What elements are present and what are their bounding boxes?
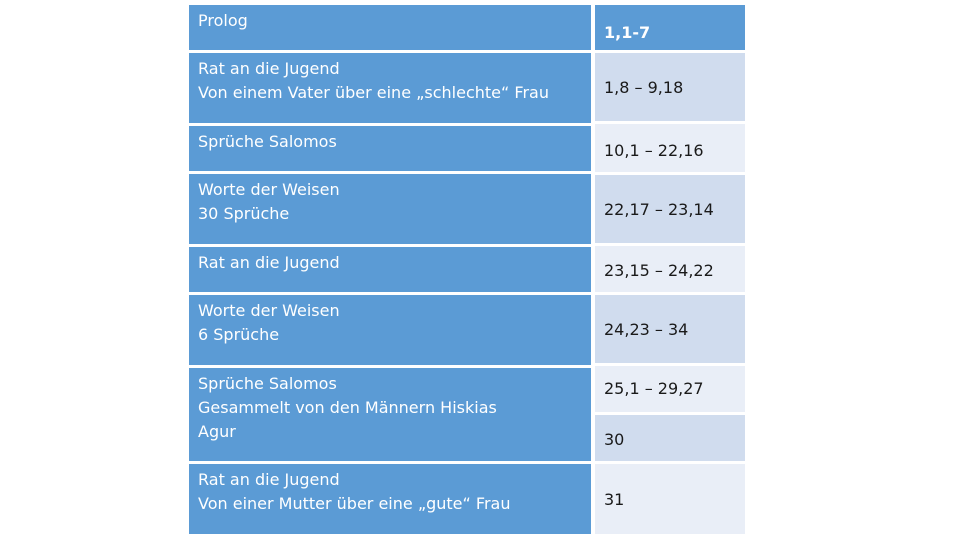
section-cell-rat-mutter: Rat an die Jugend Von einer Mutter über … bbox=[189, 464, 591, 534]
reference-text: 1,8 – 9,18 bbox=[604, 77, 684, 97]
section-label: Sprüche Salomos bbox=[198, 374, 337, 393]
section-label-agur: Agur bbox=[198, 422, 236, 441]
section-sublabel: 30 Sprüche bbox=[198, 204, 290, 223]
reference-text: 23,15 – 24,22 bbox=[604, 260, 714, 280]
section-sublabel: Von einem Vater über eine „schlechte“ Fr… bbox=[198, 83, 549, 102]
reference-cell: 1,1-7 bbox=[595, 5, 745, 50]
reference-text: 1,1-7 bbox=[604, 23, 651, 42]
reference-text: 31 bbox=[604, 489, 625, 509]
reference-text: 25,1 – 29,27 bbox=[604, 378, 704, 398]
section-cell-sprueche-salomos: Sprüche Salomos bbox=[189, 126, 591, 171]
reference-cell: 31 bbox=[595, 464, 745, 534]
reference-cell: 1,8 – 9,18 bbox=[595, 53, 745, 121]
section-label: Rat an die Jugend bbox=[198, 59, 340, 78]
section-cell-prolog: Prolog bbox=[189, 5, 591, 50]
section-cell-worte-weisen-30: Worte der Weisen 30 Sprüche bbox=[189, 174, 591, 244]
reference-cell: 22,17 – 23,14 bbox=[595, 175, 745, 243]
section-cell-rat-jugend: Rat an die Jugend bbox=[189, 247, 591, 292]
section-label: Rat an die Jugend bbox=[198, 253, 340, 272]
reference-cell: 30 bbox=[595, 415, 745, 461]
reference-text: 24,23 – 34 bbox=[604, 319, 689, 339]
reference-text: 10,1 – 22,16 bbox=[604, 140, 704, 160]
section-sublabel: Von einer Mutter über eine „gute“ Frau bbox=[198, 494, 511, 513]
section-cell-rat-vater: Rat an die Jugend Von einem Vater über e… bbox=[189, 53, 591, 123]
section-label: Rat an die Jugend bbox=[198, 470, 340, 489]
section-label: Worte der Weisen bbox=[198, 180, 340, 199]
reference-cell: 10,1 – 22,16 bbox=[595, 124, 745, 172]
section-label: Worte der Weisen bbox=[198, 301, 340, 320]
section-sublabel: 6 Sprüche bbox=[198, 325, 280, 344]
reference-text: 30 bbox=[604, 429, 625, 449]
section-label: Sprüche Salomos bbox=[198, 132, 337, 151]
section-cell-hiskias-agur: Sprüche Salomos Gesammelt von den Männer… bbox=[189, 368, 591, 461]
reference-cell: 24,23 – 34 bbox=[595, 295, 745, 363]
reference-text: 22,17 – 23,14 bbox=[604, 199, 714, 219]
reference-cell: 25,1 – 29,27 bbox=[595, 366, 745, 412]
section-sublabel: Gesammelt von den Männern Hiskias bbox=[198, 398, 497, 417]
reference-cell: 23,15 – 24,22 bbox=[595, 246, 745, 292]
section-label: Prolog bbox=[198, 11, 248, 30]
section-cell-worte-weisen-6: Worte der Weisen 6 Sprüche bbox=[189, 295, 591, 365]
